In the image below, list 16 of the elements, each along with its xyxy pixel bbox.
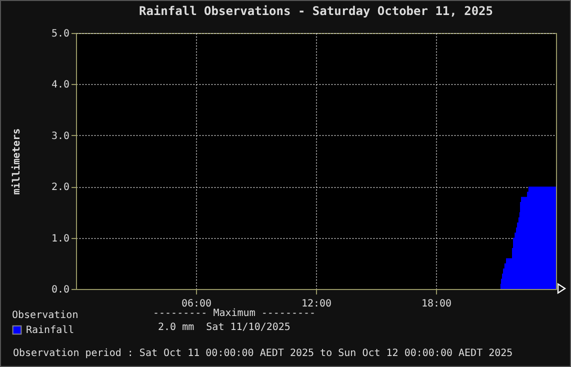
x-tick-label: 06:00	[181, 298, 212, 310]
text: --------- Maximum ---------	[153, 308, 316, 319]
y-axis-title: millimeters	[10, 128, 22, 195]
y-tick-label: 2.0	[51, 182, 70, 194]
y-tick-label: 4.0	[51, 80, 70, 91]
text: 2.0 mm Sat 11/10/2025	[158, 322, 290, 333]
legend-title: Observation	[12, 310, 78, 321]
legend-label: Rainfall	[26, 325, 74, 336]
y-tick-label: 3.0	[51, 130, 70, 142]
x-tick-label: 18:00	[421, 298, 452, 310]
y-tick-label: 5.0	[51, 28, 70, 40]
text: Observation period : Sat Oct 11 00:00:00 AEDT 2025 to Sun Oct 12 00:00:00 AEDT 2025	[13, 348, 513, 359]
y-tick-label: 0.0	[51, 284, 70, 296]
chart-title: Rainfall Observations - Saturday October 11, 2025	[138, 4, 494, 18]
y-tick-label: 1.0	[51, 233, 70, 244]
x-tick-label: 12:00	[301, 298, 332, 310]
